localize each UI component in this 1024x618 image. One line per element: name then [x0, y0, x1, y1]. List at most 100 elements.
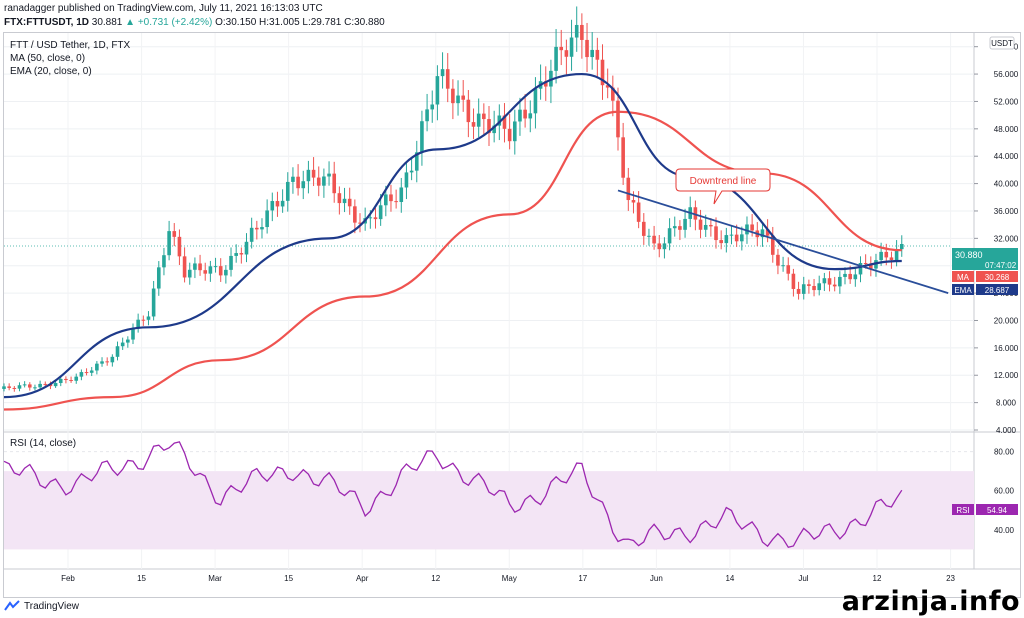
ema-value: 28.687 — [985, 286, 1010, 295]
candle-body — [884, 251, 889, 258]
countdown: 07:47:02 — [985, 261, 1017, 270]
candle-body — [600, 59, 605, 86]
rsi-line — [3, 441, 903, 549]
candle-body — [703, 224, 708, 230]
candle-body — [182, 256, 187, 278]
ohlc-values: O:30.150 H:31.005 L:29.781 C:30.880 — [215, 17, 385, 28]
time-tick-label: 12 — [431, 574, 440, 583]
currency-label: USDT — [991, 39, 1013, 48]
candle-body — [667, 228, 672, 244]
candle-body — [58, 378, 63, 384]
candle-body — [64, 378, 68, 381]
candle-body — [590, 49, 594, 58]
candle-body — [218, 266, 223, 276]
time-tick-label: 12 — [873, 574, 882, 583]
ema-value-tag: EMA 28.687 — [952, 284, 1018, 295]
candle-body — [126, 339, 130, 343]
candle-body — [760, 229, 765, 238]
candle-body — [229, 255, 233, 270]
candle-body — [528, 113, 533, 119]
downtrend-annotation: Downtrend line — [675, 168, 771, 205]
time-tick-label: Feb — [61, 574, 75, 583]
candle-body — [316, 177, 321, 186]
candle-body — [53, 383, 58, 387]
ma-value: 30.268 — [985, 273, 1010, 282]
candle-body — [84, 372, 89, 374]
candle-body — [177, 236, 182, 257]
rsi-band — [4, 471, 974, 550]
candle-body — [358, 222, 362, 224]
candle-body — [812, 285, 816, 291]
candle-body — [306, 169, 311, 182]
candle-body — [368, 217, 373, 219]
candle-body — [853, 274, 858, 280]
candle-body — [879, 251, 883, 261]
candle-body — [533, 88, 538, 114]
candle-body — [456, 95, 460, 104]
time-tick-label: Apr — [356, 574, 369, 583]
candle-body — [22, 384, 27, 386]
candle-body — [100, 361, 104, 364]
candle-body — [435, 76, 440, 105]
price-tick-label: 16.000 — [994, 344, 1019, 353]
candle-body — [585, 39, 589, 58]
candle-body — [38, 383, 42, 388]
candle-body — [136, 319, 140, 329]
candle-body — [729, 234, 734, 236]
candle-body — [187, 269, 192, 278]
candle-body — [569, 37, 574, 57]
candle-body — [7, 386, 11, 388]
ma-value-tag: MA 30.268 — [952, 271, 1018, 282]
candle-body — [89, 370, 94, 373]
price-tick-label: 48.000 — [994, 125, 1019, 134]
time-tick-label: May — [502, 574, 517, 583]
price-tick-label: 20.000 — [994, 316, 1019, 325]
candle-body — [327, 173, 331, 177]
candle-body — [781, 265, 785, 267]
candle-body — [95, 363, 99, 371]
candle-body — [12, 387, 17, 389]
candle-body — [255, 227, 259, 230]
candle-body — [311, 169, 316, 178]
candle-body — [502, 115, 507, 129]
candle-body — [167, 231, 171, 256]
candle-body — [224, 269, 228, 276]
candle-body — [678, 226, 682, 230]
candle-body — [559, 46, 564, 51]
candle-body — [611, 87, 615, 101]
candle-body — [662, 243, 667, 250]
candle-body — [507, 128, 512, 142]
brand-label: TradingView — [24, 600, 80, 612]
candle-body — [543, 81, 548, 87]
candle-body — [817, 283, 822, 291]
candle-body — [709, 224, 713, 227]
candle-body — [523, 109, 527, 119]
candle-body — [786, 265, 791, 274]
candle-body — [564, 50, 569, 57]
candle-body — [347, 198, 352, 207]
candle-body — [27, 384, 32, 388]
candle-body — [724, 235, 729, 244]
candle-body — [445, 69, 450, 89]
currency-badge — [989, 36, 1015, 50]
candle-body — [487, 119, 491, 134]
candle-body — [698, 219, 703, 230]
candle-body — [791, 273, 796, 289]
time-tick-label: 15 — [284, 574, 293, 583]
candle-body — [270, 201, 275, 211]
candle-body — [285, 181, 290, 201]
price-tick-label: 32.000 — [994, 234, 1019, 243]
rsi-value: 54.94 — [987, 506, 1008, 515]
candle-body — [234, 253, 238, 256]
candle-body — [198, 263, 202, 271]
candle-body — [156, 267, 161, 289]
price-tick-label: 4.000 — [996, 426, 1017, 435]
candle-body — [765, 229, 770, 236]
chart-frame — [3, 32, 1021, 598]
candle-body — [858, 263, 863, 275]
footer-brand[interactable]: TradingView — [4, 600, 79, 612]
candle-body — [43, 383, 48, 385]
candle-body — [414, 152, 419, 171]
candle-body — [683, 218, 687, 230]
